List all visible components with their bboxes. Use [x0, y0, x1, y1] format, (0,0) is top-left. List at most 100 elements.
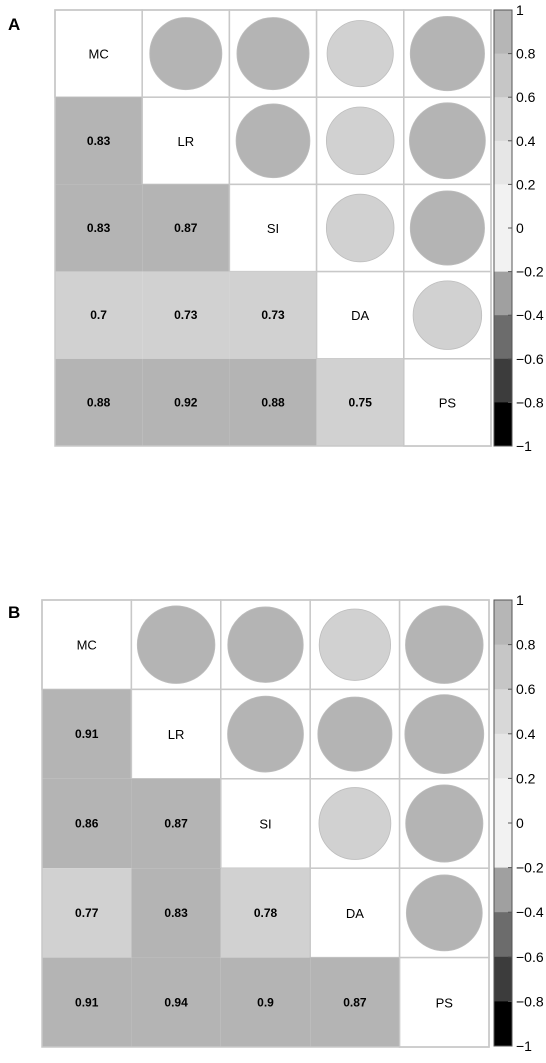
colorbar-tick-label: 0.4	[516, 726, 536, 742]
heatmap-cell	[55, 358, 143, 446]
colorbar-band	[494, 867, 512, 913]
data-label: 0.83	[87, 221, 111, 235]
data-label: 0.91	[75, 995, 99, 1009]
heatmap-cell	[42, 778, 132, 869]
colorbar-tick-label: −0.2	[516, 860, 544, 876]
variable-label: SI	[259, 817, 271, 832]
heatmap-cell	[131, 868, 221, 958]
correlation-circle	[136, 605, 216, 684]
heatmap-cell	[42, 957, 132, 1047]
panel-A: A MC 0.83 LR 0.83 0.87 SI 0.7 0.73 0.73 DA 0.88 0.92…	[8, 2, 544, 454]
data-label: 0.77	[75, 906, 99, 920]
colorbar-band	[494, 10, 512, 55]
colorbar-tick-label: 0.4	[516, 133, 536, 149]
colorbar-tick-label: −1	[516, 1038, 532, 1054]
heatmap-cell	[131, 778, 221, 869]
colorbar-tick-label: 0.6	[516, 681, 536, 697]
data-label: 0.88	[87, 395, 111, 409]
diagonal-cell	[130, 688, 222, 780]
heatmap-cell	[316, 358, 404, 446]
colorbar-tick-label: 0	[516, 220, 524, 236]
data-label: 0.87	[343, 995, 367, 1009]
correlation-circle	[236, 17, 310, 91]
correlation-circle	[405, 874, 483, 952]
colorbar-band	[494, 778, 512, 824]
data-label: 0.86	[75, 817, 99, 831]
heatmap-cell	[42, 689, 132, 779]
data-label: 0.83	[164, 906, 188, 920]
colorbar-band	[494, 956, 512, 1002]
colorbar-tick-label: −0.8	[516, 394, 544, 410]
colorbar-band	[494, 1001, 512, 1047]
heatmap-cell	[55, 271, 143, 359]
diagonal-cell	[315, 270, 405, 360]
colorbar-tick-label: 0.8	[516, 637, 536, 653]
correlation-circle	[325, 193, 395, 263]
variable-label: LR	[177, 134, 194, 149]
heatmap-cell	[142, 184, 230, 272]
correlation-circle	[404, 694, 485, 774]
grid-border	[41, 599, 490, 1048]
colorbar-band	[494, 644, 512, 690]
data-label: 0.73	[174, 308, 198, 322]
heatmap-cell	[229, 358, 317, 446]
colorbar-band	[494, 733, 512, 779]
correlation-circle	[227, 606, 304, 683]
data-label: 0.7	[90, 308, 107, 322]
colorbar-tick-label: −1	[516, 438, 532, 454]
variable-label: LR	[168, 727, 185, 742]
variable-label: MC	[88, 47, 108, 62]
heatmap-cell	[55, 97, 143, 185]
colorbar-tick-label: 0.6	[516, 89, 536, 105]
colorbar-band	[494, 53, 512, 98]
colorbar-tick-label: −0.8	[516, 993, 544, 1009]
colorbar-tick-label: −0.6	[516, 949, 544, 965]
data-label: 0.94	[164, 995, 188, 1009]
correlation-circle	[409, 190, 485, 266]
colorbar-band	[494, 358, 512, 403]
colorbar-band	[494, 315, 512, 360]
data-label: 0.78	[254, 906, 278, 920]
panel-label: A	[8, 15, 20, 34]
correlation-circle	[227, 695, 304, 773]
heatmap-cell	[220, 868, 311, 958]
heatmap-cell	[310, 957, 400, 1047]
colorbar-band	[494, 228, 512, 273]
colorbar-band	[494, 140, 512, 185]
colorbar-tick-label: 1	[516, 592, 524, 608]
heatmap-cell	[142, 271, 230, 359]
heatmap-cell	[220, 957, 311, 1047]
data-label: 0.9	[257, 995, 274, 1009]
variable-label: DA	[346, 906, 364, 921]
heatmap-cell	[142, 358, 230, 446]
colorbar-tick-label: 0.8	[516, 46, 536, 62]
data-label: 0.91	[75, 727, 99, 741]
correlation-circle	[412, 280, 483, 350]
colorbar-band	[494, 600, 512, 646]
grid-border	[54, 9, 492, 447]
colorbar-band	[494, 689, 512, 735]
diagonal-cell	[398, 956, 490, 1048]
diagonal-cell	[54, 9, 143, 98]
heatmap-cell	[42, 868, 132, 958]
colorbar-tick-label: −0.4	[516, 904, 544, 920]
correlation-circle	[318, 787, 392, 860]
variable-label: PS	[439, 395, 457, 410]
data-label: 0.87	[164, 817, 188, 831]
correlation-circle	[235, 103, 311, 179]
panel-label: B	[8, 603, 20, 622]
variable-label: SI	[267, 221, 279, 236]
data-label: 0.83	[87, 134, 111, 148]
colorbar-tick-label: −0.2	[516, 264, 544, 280]
correlation-circle	[325, 106, 395, 176]
colorbar-tick-label: 0.2	[516, 770, 536, 786]
correlation-circle	[317, 696, 393, 772]
data-label: 0.73	[261, 308, 285, 322]
variable-label: DA	[351, 308, 369, 323]
colorbar-tick-label: −0.6	[516, 351, 544, 367]
variable-label: MC	[77, 638, 97, 653]
data-label: 0.88	[261, 395, 285, 409]
colorbar-band	[494, 402, 512, 447]
colorbar-band	[494, 271, 512, 316]
